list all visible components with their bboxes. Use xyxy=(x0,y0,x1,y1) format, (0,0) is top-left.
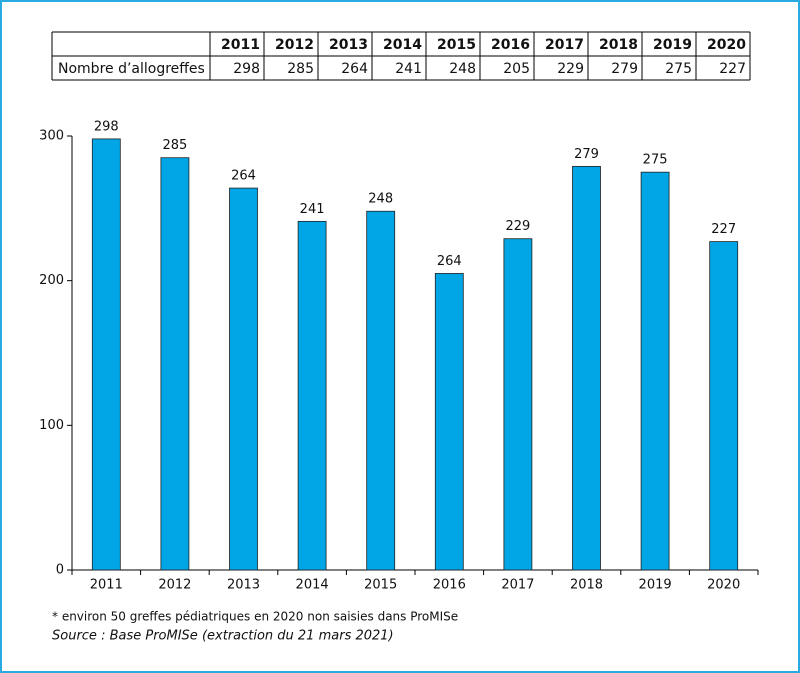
data-label: 264 xyxy=(231,169,256,184)
data-label: 264 xyxy=(437,254,462,269)
x-tick-label: 2014 xyxy=(296,578,329,593)
x-tick-label: 2011 xyxy=(90,578,123,593)
bar xyxy=(366,210,396,571)
source: Source : Base ProMISe (extraction du 21 … xyxy=(52,629,394,644)
x-tick-label: 2016 xyxy=(433,578,466,593)
table-header: 2011 xyxy=(221,37,260,53)
table-cell: 264 xyxy=(341,61,368,77)
table-header: 2012 xyxy=(275,37,314,53)
data-label: 285 xyxy=(162,138,187,153)
x-tick-label: 2015 xyxy=(364,578,397,593)
bar xyxy=(434,273,464,571)
data-label: 229 xyxy=(505,219,530,234)
table-header: 2015 xyxy=(437,37,476,53)
data-label: 248 xyxy=(368,192,393,207)
bar xyxy=(572,165,601,571)
data-label: 298 xyxy=(94,119,119,134)
bar xyxy=(297,220,327,571)
table-header: 2019 xyxy=(653,37,692,53)
bar xyxy=(91,138,121,571)
table-header: 2017 xyxy=(545,37,584,53)
table-header: 2020 xyxy=(707,37,746,53)
bar xyxy=(503,238,533,571)
table-cell: 229 xyxy=(557,61,584,77)
table-header: 2013 xyxy=(329,37,368,53)
y-tick-label: 0 xyxy=(56,563,64,578)
x-tick-label: 2017 xyxy=(501,578,534,593)
table-header: 2016 xyxy=(491,37,530,53)
table-cell: 285 xyxy=(287,61,314,77)
x-tick-label: 2018 xyxy=(570,578,603,593)
y-tick-label: 100 xyxy=(39,418,64,433)
table-row-label: Nombre d’allogreffes xyxy=(58,61,205,77)
table-cell: 279 xyxy=(611,61,638,77)
data-label: 275 xyxy=(643,153,668,168)
data-label: 279 xyxy=(574,147,599,162)
y-tick-label: 200 xyxy=(39,273,64,288)
table-cell: 205 xyxy=(503,61,530,77)
table-cell: 275 xyxy=(665,61,692,77)
table-cell: 227 xyxy=(719,61,746,77)
x-tick-label: 2012 xyxy=(158,578,191,593)
bar xyxy=(640,171,670,571)
table-cell: 241 xyxy=(395,61,422,77)
data-label: 241 xyxy=(300,202,325,217)
x-tick-label: 2013 xyxy=(227,578,260,593)
bar xyxy=(229,187,258,571)
y-tick-label: 300 xyxy=(39,129,64,144)
bar xyxy=(160,157,190,571)
table-cell: 298 xyxy=(233,61,260,77)
table-cell: 248 xyxy=(449,61,476,77)
table-header: 2014 xyxy=(383,37,422,53)
footnote: * environ 50 greffes pédiatriques en 202… xyxy=(52,610,458,624)
x-tick-label: 2019 xyxy=(639,578,672,593)
table-header: 2018 xyxy=(599,37,638,53)
data-label: 227 xyxy=(711,222,736,237)
x-tick-label: 2020 xyxy=(707,578,740,593)
bar xyxy=(709,241,739,571)
